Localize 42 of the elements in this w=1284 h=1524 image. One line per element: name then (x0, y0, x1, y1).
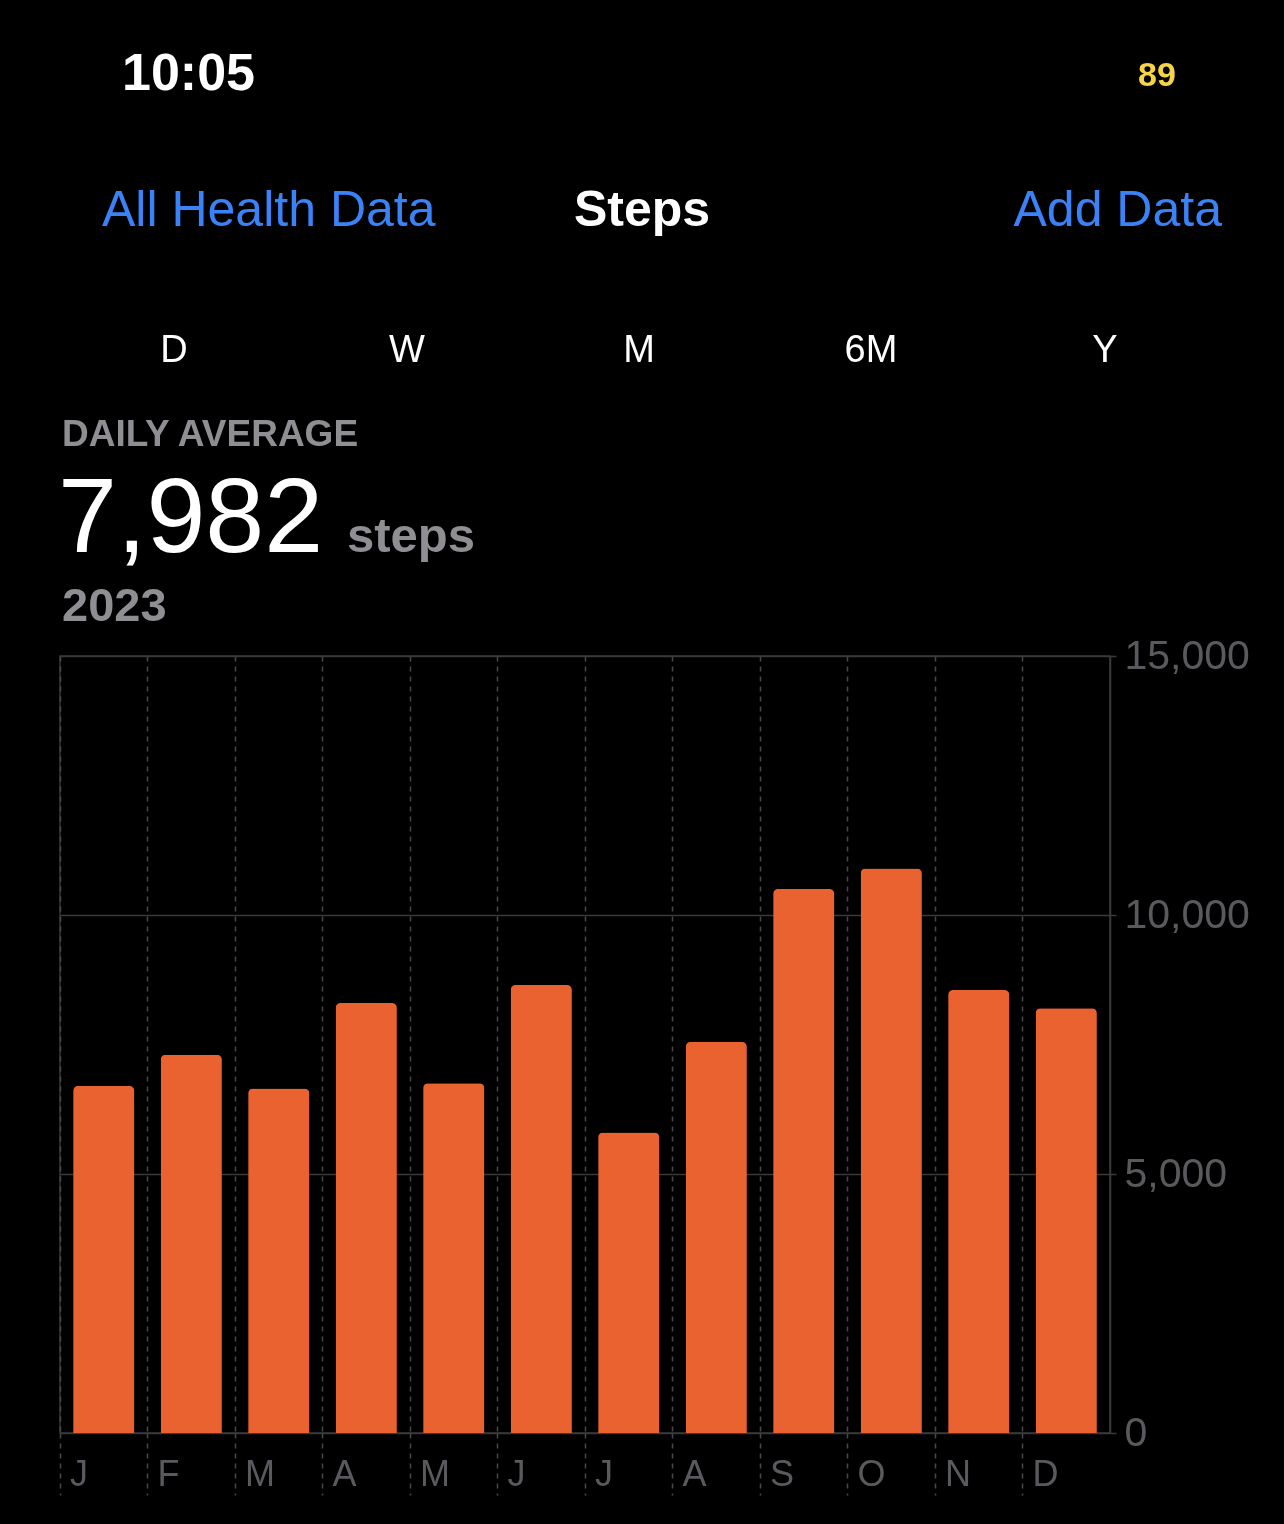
text: 10:05 (122, 43, 255, 101)
y-tick-label: 0 (1124, 1408, 1148, 1455)
x-tick-label: A (682, 1452, 707, 1494)
bar (948, 990, 1010, 1433)
x-tick-label: M (245, 1452, 275, 1494)
bar (685, 1041, 747, 1433)
text: Add Data (1013, 181, 1223, 237)
x-tick-label: N (945, 1452, 971, 1494)
bar (335, 1003, 397, 1433)
x-tick-label: O (857, 1452, 886, 1494)
bar (773, 889, 835, 1433)
x-tick-label: D (1032, 1452, 1059, 1494)
text: steps (347, 508, 476, 562)
bar (73, 1085, 135, 1433)
x-tick-label: A (332, 1452, 357, 1494)
chart-title: Steps (573, 181, 711, 237)
text: D (160, 328, 188, 370)
x-tick-label: J (70, 1452, 88, 1494)
text: 89 (1138, 55, 1176, 93)
text: W (389, 328, 426, 370)
text: M (623, 328, 655, 370)
y-tick-label: 15,000 (1124, 631, 1250, 678)
text: 6M (844, 328, 898, 370)
text: DAILY AVERAGE (62, 413, 359, 454)
bar (598, 1132, 660, 1433)
text: All Health Data (102, 181, 436, 237)
text: 7,982 (58, 456, 324, 574)
x-tick-label: J (507, 1452, 526, 1494)
bar (423, 1083, 485, 1433)
x-tick-label: S (770, 1452, 795, 1494)
bar (860, 868, 922, 1433)
y-tick-label: 5,000 (1124, 1149, 1228, 1196)
text: Y (1092, 328, 1118, 370)
x-tick-label: M (420, 1452, 450, 1494)
text: 2023 (62, 578, 167, 631)
bar (1035, 1008, 1097, 1433)
bar (510, 984, 572, 1433)
x-tick-label: F (157, 1452, 180, 1494)
bar (248, 1088, 310, 1433)
y-tick-label: 10,000 (1124, 890, 1250, 937)
x-tick-label: J (595, 1452, 613, 1494)
bar (160, 1054, 222, 1433)
